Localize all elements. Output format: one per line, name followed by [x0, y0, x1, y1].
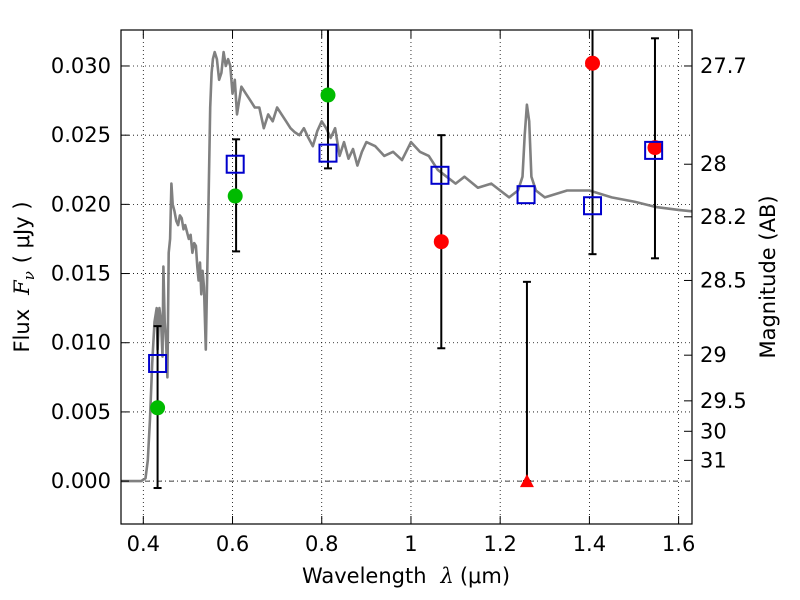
y-tick-label: 0.030	[51, 54, 111, 78]
model-photometry-point	[148, 353, 168, 373]
axis-ticks: 0.4 0.6 0.8 1 1.2 1.4 1.6 0.000 0.005 0.010 0.015 0…	[51, 30, 747, 556]
y-tick-label: 0.020	[51, 192, 111, 216]
plot-frame	[120, 29, 693, 525]
y-tick-label: 0.005	[51, 400, 111, 424]
y-tick-label: 0.000	[51, 469, 111, 493]
y2-tick-label: 28.5	[700, 268, 747, 292]
y2-tick-label: 29	[700, 343, 727, 367]
y2-tick-label: 29.5	[700, 389, 747, 413]
y-axis-title-units: ( μJy )	[10, 201, 34, 263]
shallow-data-point	[150, 400, 166, 416]
y2-tick-label: 27.7	[700, 54, 747, 78]
y-tick-label: 0.015	[51, 262, 111, 286]
y-axis-title-symbol: F	[10, 279, 34, 296]
model-photometry-point	[516, 185, 536, 205]
x-axis-title: Wavelength λ (μm)	[302, 564, 510, 588]
x-tick-label: 1.6	[662, 532, 695, 556]
y-axis-title: Flux Fν ( μJy )	[10, 201, 38, 352]
x-tick-label: 1.4	[573, 532, 606, 556]
y2-tick-label: 30	[700, 419, 727, 443]
x-axis-title-units: (μm)	[460, 564, 510, 588]
model-photometry-point	[644, 140, 664, 160]
x-tick-label: 0.8	[305, 532, 338, 556]
model-photometry-point	[318, 143, 338, 163]
errorbar	[522, 280, 531, 483]
y-tick-label: 0.025	[51, 123, 111, 147]
y2-tick-label: 28.2	[700, 205, 747, 229]
detection-point	[433, 234, 449, 250]
x-tick-label: 1.2	[483, 532, 516, 556]
x-axis-title-symbol: λ	[440, 564, 454, 588]
y2-tick-label: 31	[700, 448, 727, 472]
detection-point	[585, 55, 601, 71]
shallow-data-point	[227, 188, 243, 204]
y-axis-title-subscript: ν	[20, 271, 38, 280]
shallow-data-point	[320, 87, 336, 103]
y-axis-title-prefix: Flux	[10, 309, 34, 353]
upper-limit-marker	[519, 474, 534, 488]
y2-axis-title: Magnitude (AB)	[756, 195, 780, 358]
detection-point	[647, 140, 663, 156]
x-tick-label: 0.4	[127, 532, 160, 556]
x-tick-label: 0.6	[216, 532, 249, 556]
model-photometry-point	[430, 165, 450, 185]
plot-area	[121, 30, 692, 490]
y-tick-label: 0.010	[51, 331, 111, 355]
x-axis-title-prefix: Wavelength	[302, 564, 427, 588]
y2-tick-label: 28	[700, 152, 727, 176]
model-photometry-point	[583, 196, 603, 216]
model-photometry-point	[225, 154, 245, 174]
model-spectrum-line	[121, 50, 692, 483]
x-tick-label: 1	[404, 532, 417, 556]
